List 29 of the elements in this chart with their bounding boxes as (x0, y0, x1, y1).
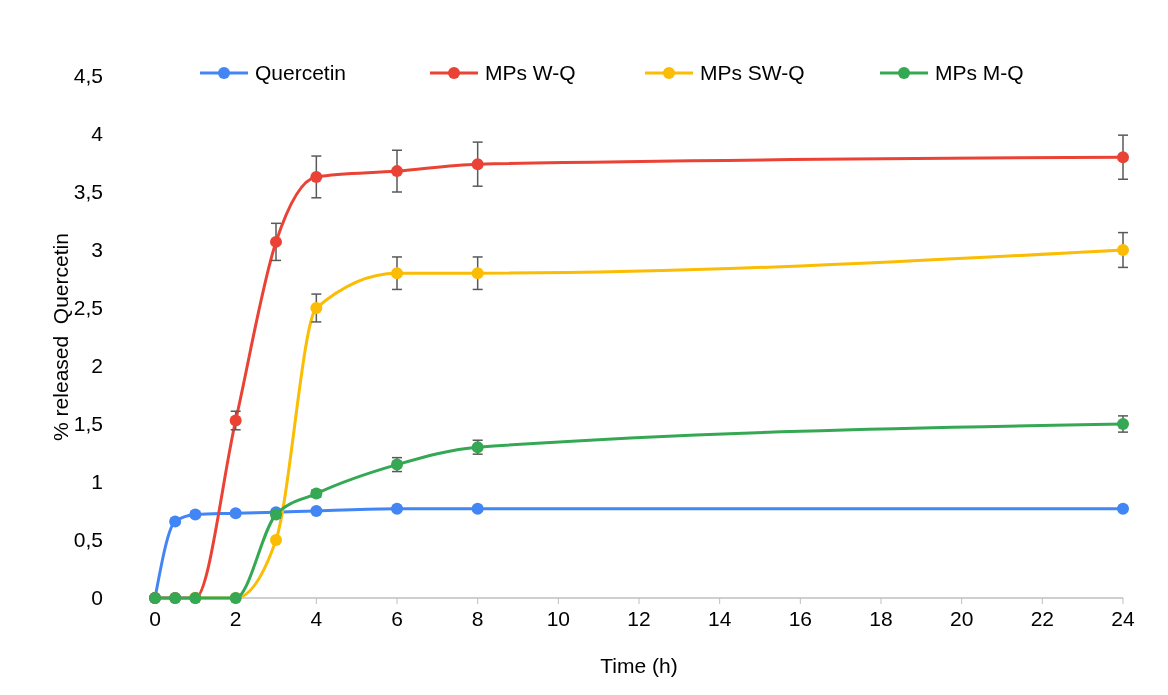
x-tick-label: 20 (949, 607, 974, 630)
x-tick-label: 24 (1111, 607, 1135, 630)
x-tick-label: 14 (707, 607, 732, 630)
y-tick-label: 3,5 (73, 180, 103, 203)
y-tick-label: 4,5 (73, 64, 103, 87)
x-tick-label: 4 (310, 607, 323, 630)
x-tick-label: 6 (391, 607, 403, 630)
legend-label: MPs SW-Q (700, 61, 805, 84)
legend-label: MPs M-Q (935, 61, 1024, 84)
x-tick-label: 18 (869, 607, 893, 630)
x-tick-label: 16 (788, 607, 813, 630)
y-axis-title: % released Quercetin (49, 233, 72, 441)
x-tick-label: 10 (546, 607, 571, 630)
x-tick-label: 22 (1030, 607, 1055, 630)
legend-label: Quercetin (255, 61, 347, 84)
y-tick-label: 2,5 (73, 296, 103, 319)
y-tick-label: 0 (91, 586, 103, 609)
y-tick-label: 1,5 (73, 412, 103, 435)
y-tick-label: 0,5 (73, 528, 103, 551)
y-tick-label: 1 (91, 470, 103, 493)
x-tick-label: 0 (149, 607, 161, 630)
legend-label: MPs W-Q (485, 61, 576, 84)
x-tick-label: 12 (627, 607, 651, 630)
x-axis-title: Time (h) (600, 654, 678, 677)
x-tick-label: 8 (471, 607, 484, 630)
y-tick-label: 2 (91, 354, 103, 377)
x-tick-label: 2 (229, 607, 242, 630)
y-tick-label: 3 (91, 238, 103, 261)
y-tick-label: 4 (91, 122, 104, 145)
